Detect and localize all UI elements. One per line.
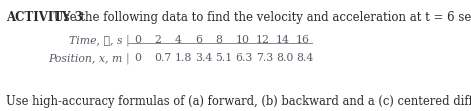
Text: 8: 8 [215,35,222,45]
Text: 0.7: 0.7 [154,53,172,63]
Text: Use high-accuracy formulas of (a) forward, (b) backward and a (c) centered diffe: Use high-accuracy formulas of (a) forwar… [6,95,471,108]
Text: 14: 14 [276,35,290,45]
Text: 5.1: 5.1 [215,53,233,63]
Text: |: | [126,53,130,64]
Text: 2: 2 [154,35,162,45]
Text: 6.3: 6.3 [236,53,253,63]
Text: Position, x, m: Position, x, m [48,53,122,63]
Text: 16: 16 [296,35,310,45]
Text: 0: 0 [135,53,141,63]
Text: 10: 10 [236,35,250,45]
Text: 1.8: 1.8 [175,53,192,63]
Text: 7.3: 7.3 [256,53,273,63]
Text: 8.0: 8.0 [276,53,293,63]
Text: 3.4: 3.4 [195,53,212,63]
Text: ACTIVITY 3: ACTIVITY 3 [6,11,83,24]
Text: 0: 0 [135,35,141,45]
Text: 6: 6 [195,35,202,45]
Text: Time, ℓ, s: Time, ℓ, s [69,35,122,45]
Text: 4: 4 [175,35,182,45]
Text: 12: 12 [256,35,270,45]
Text: Use the following data to find the velocity and acceleration at t = 6 seconds:: Use the following data to find the veloc… [50,11,471,24]
Text: 8.4: 8.4 [296,53,313,63]
Text: |: | [126,35,130,46]
